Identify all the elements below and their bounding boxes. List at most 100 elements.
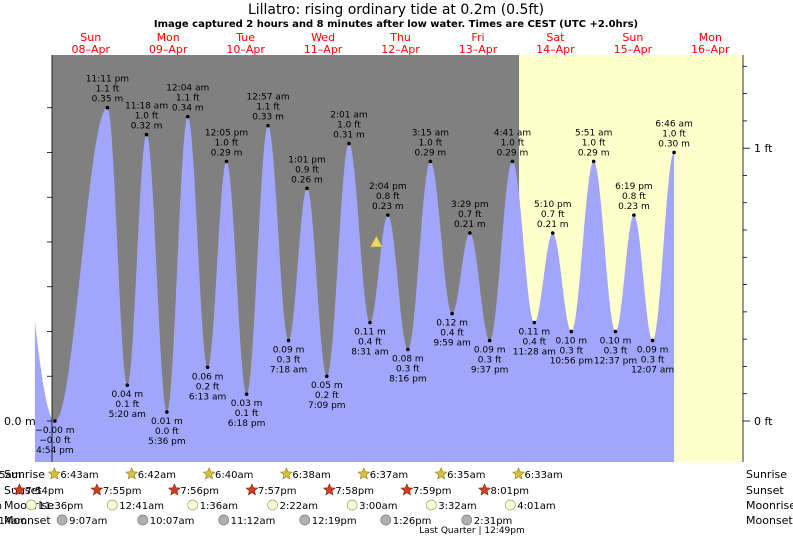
sunset-icon bbox=[322, 483, 336, 496]
tide-extreme-point bbox=[368, 320, 372, 325]
low-tide-label: 0.09 m0.3 ft9:37 pm bbox=[471, 345, 509, 375]
sunset-icon bbox=[90, 483, 104, 496]
svg-text:0.01 m: 0.01 m bbox=[151, 417, 183, 427]
low-tide-label: 0.03 m0.1 ft6:18 pm bbox=[228, 399, 266, 429]
low-tide-label: 0.08 m0.3 ft8:16 pm bbox=[389, 354, 427, 384]
sunrise-icon bbox=[125, 467, 139, 480]
svg-text:9:37 pm: 9:37 pm bbox=[471, 365, 509, 375]
svg-text:0.09 m: 0.09 m bbox=[273, 345, 305, 355]
svg-text:0.8 ft: 0.8 ft bbox=[622, 192, 646, 202]
tide-extreme-point bbox=[205, 365, 210, 370]
day-of-week-label: Wed bbox=[311, 31, 335, 44]
svg-text:0.11 m: 0.11 m bbox=[519, 328, 551, 338]
svg-text:0.06 m: 0.06 m bbox=[192, 372, 224, 382]
tide-extreme-point bbox=[224, 159, 229, 164]
svg-text:1.0 ft: 1.0 ft bbox=[501, 138, 525, 148]
sunrise-icon bbox=[202, 467, 216, 480]
tide-extreme-point bbox=[510, 159, 515, 164]
svg-text:12:04 am: 12:04 am bbox=[166, 84, 209, 94]
sunrise-time: 6:43am bbox=[60, 470, 98, 481]
moonrise-time: 2:22am bbox=[280, 501, 318, 512]
tide-extreme-point bbox=[53, 419, 57, 423]
sunrise-time: 6:38am bbox=[292, 470, 330, 481]
tide-extreme-point bbox=[105, 105, 110, 110]
svg-text:0.29 m: 0.29 m bbox=[415, 148, 447, 158]
date-label: 16–Apr bbox=[691, 43, 730, 56]
svg-text:0.4 ft: 0.4 ft bbox=[440, 329, 464, 339]
tide-extreme-point bbox=[569, 329, 574, 334]
svg-text:0.05 m: 0.05 m bbox=[311, 381, 343, 391]
day-of-week-label: Mon bbox=[157, 31, 180, 44]
svg-text:0.08 m: 0.08 m bbox=[392, 354, 424, 364]
y-label-zero-m: 0.0 m bbox=[4, 415, 36, 428]
tide-extreme-point bbox=[450, 311, 454, 316]
high-tide-label: 4:41 am1.0 ft0.29 m bbox=[494, 128, 531, 158]
sunset-icon bbox=[12, 483, 26, 496]
svg-text:10:56 pm: 10:56 pm bbox=[550, 356, 593, 366]
svg-text:0.23 m: 0.23 m bbox=[618, 202, 650, 212]
sunrise-icon bbox=[47, 467, 61, 480]
date-label: 14–Apr bbox=[536, 43, 575, 56]
svg-text:4:41 am: 4:41 am bbox=[494, 128, 531, 138]
high-tide-label: 2:01 am1.0 ft0.31 m bbox=[330, 111, 367, 141]
svg-text:0.3 ft: 0.3 ft bbox=[478, 355, 502, 365]
svg-text:0.29 m: 0.29 m bbox=[578, 148, 610, 158]
moonrise-time: 10:24pm bbox=[0, 501, 2, 512]
tide-extreme-point bbox=[532, 320, 537, 325]
svg-text:8:31 am: 8:31 am bbox=[351, 348, 388, 358]
chart-title: Lillatro: rising ordinary tide at 0.2m (… bbox=[248, 2, 544, 18]
moonset-icon bbox=[461, 514, 473, 526]
sunset-time: 7:55pm bbox=[103, 486, 142, 497]
svg-text:0.3 ft: 0.3 ft bbox=[396, 364, 420, 374]
sunrise-icon bbox=[279, 467, 293, 480]
high-tide-label: 5:51 am1.0 ft0.29 m bbox=[575, 128, 612, 158]
moonset-time: 1:26pm bbox=[393, 516, 432, 527]
tide-extreme-point bbox=[632, 213, 636, 217]
day-of-week-label: Fri bbox=[471, 31, 484, 44]
moonrise-icon bbox=[425, 499, 437, 511]
svg-text:0.1 ft: 0.1 ft bbox=[115, 400, 139, 410]
svg-text:5:51 am: 5:51 am bbox=[575, 128, 612, 138]
svg-text:7:18 am: 7:18 am bbox=[270, 365, 307, 375]
moonset-icon bbox=[299, 514, 311, 526]
moonrise-time: 4:01am bbox=[517, 501, 555, 512]
svg-text:8:16 pm: 8:16 pm bbox=[389, 374, 427, 384]
current-tide-marker bbox=[369, 235, 383, 248]
day-of-week-label: Mon bbox=[699, 31, 722, 44]
high-tide-label: 6:19 pm0.8 ft0.23 m bbox=[615, 182, 653, 212]
sunrise-icon bbox=[434, 467, 448, 480]
svg-text:0.31 m: 0.31 m bbox=[333, 131, 365, 141]
svg-text:0.33 m: 0.33 m bbox=[252, 113, 284, 123]
svg-text:5:10 pm: 5:10 pm bbox=[534, 200, 572, 210]
sunset-icon bbox=[400, 483, 414, 496]
tide-extreme-point bbox=[428, 159, 433, 164]
sunset-icon bbox=[167, 483, 181, 496]
low-tide-label: 0.01 m0.0 ft5:36 pm bbox=[148, 417, 186, 447]
svg-text:−0.0 ft: −0.0 ft bbox=[39, 436, 71, 446]
sunrise-time: 6:45am bbox=[0, 470, 21, 481]
svg-text:0.35 m: 0.35 m bbox=[92, 95, 124, 105]
svg-text:0.4 ft: 0.4 ft bbox=[522, 338, 546, 348]
sunrise-time: 6:33am bbox=[524, 470, 562, 481]
astro-row-label-left: Sunset bbox=[4, 484, 42, 497]
high-tide-label: 6:46 am1.0 ft0.30 m bbox=[655, 119, 692, 149]
svg-text:0.26 m: 0.26 m bbox=[291, 175, 323, 185]
low-tide-label: −0.00 m−0.0 ft4:54 pm bbox=[35, 426, 74, 456]
astro-row-label-right: Moonset bbox=[746, 514, 793, 527]
high-tide-label: 12:57 am1.1 ft0.33 m bbox=[247, 93, 290, 123]
svg-text:0.0 ft: 0.0 ft bbox=[155, 427, 179, 437]
y-label-1ft: 1 ft bbox=[754, 142, 773, 155]
svg-text:9:59 am: 9:59 am bbox=[433, 339, 470, 349]
svg-text:1.1 ft: 1.1 ft bbox=[96, 85, 120, 95]
sunrise-time: 6:37am bbox=[370, 470, 408, 481]
sunset-time: 7:58pm bbox=[335, 486, 374, 497]
day-of-week-label: Sun bbox=[80, 31, 101, 44]
svg-text:12:07 am: 12:07 am bbox=[631, 365, 674, 375]
svg-text:1.0 ft: 1.0 ft bbox=[135, 112, 159, 122]
svg-text:0.09 m: 0.09 m bbox=[474, 345, 506, 355]
tide-extreme-point bbox=[266, 123, 270, 128]
moonrise-icon bbox=[187, 499, 199, 511]
svg-text:0.30 m: 0.30 m bbox=[658, 139, 690, 149]
